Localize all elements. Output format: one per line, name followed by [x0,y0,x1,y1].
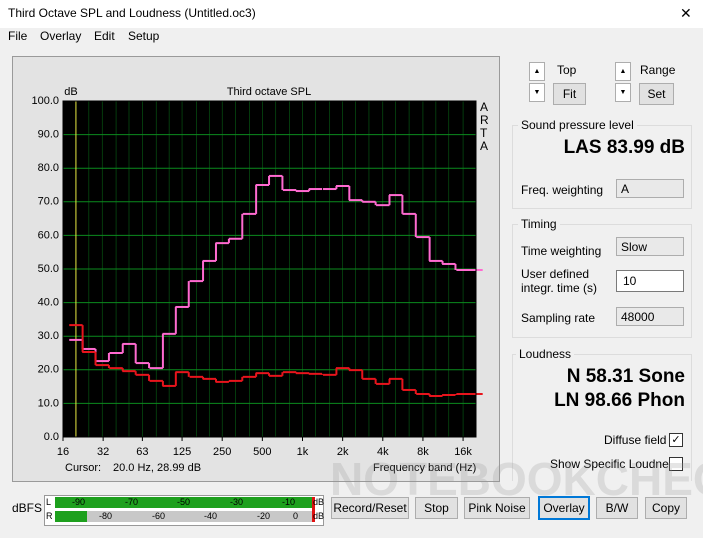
fit-button[interactable]: Fit [553,83,586,105]
title-bar [0,0,703,28]
loudness-sone: N 58.31 Sone [566,366,685,387]
window-title: Third Octave SPL and Loudness (Untitled.… [8,6,256,20]
x-tick-label: 125 [173,446,191,458]
x-tick-label: 63 [136,446,148,458]
button[interactable]: Copy [645,497,687,519]
label: Freq. weighting [521,183,604,197]
group-box [512,354,692,481]
button[interactable]: Pink Noise [464,497,530,519]
cursor-label: Cursor: [65,462,101,474]
meter-tick: dB [313,497,325,507]
button[interactable]: B/W [596,497,638,519]
label: Show Specific Loudness [550,457,681,471]
y-tick-label: 40.0 [38,297,59,309]
button[interactable]: Record/Reset [331,497,409,519]
meter-tick: -10 [282,497,296,507]
label: Sampling rate [521,311,596,325]
plot-frame [62,100,477,438]
meter-tick: dB [313,511,325,521]
x-tick-label: 8k [417,446,429,458]
x-tick-label: 2k [337,446,349,458]
checkbox[interactable]: ✓ [669,433,683,447]
x-tick-label: 32 [97,446,109,458]
meter-bar-left [55,497,312,508]
select[interactable]: Slow [616,237,684,256]
meter-tick: -90 [72,497,86,507]
meter-tick: -40 [204,511,218,521]
y-tick-label: 0.0 [44,431,59,443]
meter-tick: -70 [125,497,139,507]
y-tick-label: 30.0 [38,330,59,342]
group-title: Timing [518,217,560,231]
group-title: Loudness [516,347,575,361]
text-input[interactable]: 10 [616,270,684,292]
spin-up[interactable]: ▲ [529,62,545,81]
y-tick-label: 50.0 [38,263,59,275]
y-tick-label: 70.0 [38,196,59,208]
meter-tick: -20 [257,511,271,521]
meter-tick: -80 [99,511,113,521]
meter-tick: -60 [152,511,166,521]
x-axis-label: Frequency band (Hz) [373,462,476,474]
spl-reading: LAS 83.99 dB [563,137,685,158]
spin-down[interactable]: ▼ [529,83,545,102]
label: Range [640,63,676,77]
y-tick-label: 10.0 [38,397,59,409]
spin-down[interactable]: ▼ [615,83,631,102]
meter-tick: L [46,497,52,507]
y-tick-label: 100.0 [31,95,59,107]
group-box [512,224,692,338]
meter-bar-empty [87,511,312,522]
label: User defined integr. time (s) [521,267,598,295]
chart-title: Third octave SPL [227,86,311,98]
meter-peak [312,497,315,522]
side-label: ARTA [480,100,489,153]
chart: dB Third octave SPL Cursor: 20.0 Hz, 28.… [12,56,500,482]
y-tick-label: 60.0 [38,229,59,241]
y-tick-label: 80.0 [38,162,59,174]
button[interactable]: Overlay [538,496,590,520]
x-tick-label: 16k [454,446,472,458]
meter-tick: R [46,511,53,521]
label: Time weighting [521,244,602,258]
button[interactable]: Stop [415,497,458,519]
group-title: Sound pressure level [518,118,637,132]
x-tick-label: 500 [253,446,271,458]
menu-item[interactable]: File [8,29,28,43]
menu-item[interactable]: Edit [94,29,115,43]
select[interactable]: 48000 [616,307,684,326]
y-tick-label: 20.0 [38,364,59,376]
y-axis-label: dB [64,86,77,98]
meter-tick: 0 [293,511,299,521]
x-tick-label: 4k [377,446,389,458]
x-tick-label: 250 [213,446,231,458]
set-button[interactable]: Set [639,83,674,105]
checkbox[interactable] [669,457,683,471]
meter-label: dBFS [12,501,43,515]
menu-item[interactable]: Setup [128,29,160,43]
close-button[interactable]: ✕ [680,5,692,21]
loudness-phon: LN 98.66 Phon [554,390,685,411]
select[interactable]: A [616,179,684,198]
label: Top [557,63,577,77]
cursor-value: 20.0 Hz, 28.99 dB [113,462,201,474]
spin-up[interactable]: ▲ [615,62,631,81]
x-tick-label: 1k [297,446,309,458]
y-tick-label: 90.0 [38,129,59,141]
watermark: NOTEBOOKCHECK [330,453,703,505]
menu-item[interactable]: Overlay [40,29,82,43]
meter-tick: -30 [230,497,244,507]
meter-bar-right [55,511,87,522]
meter-tick: -50 [177,497,191,507]
x-tick-label: 16 [57,446,69,458]
label: Diffuse field [604,433,667,447]
